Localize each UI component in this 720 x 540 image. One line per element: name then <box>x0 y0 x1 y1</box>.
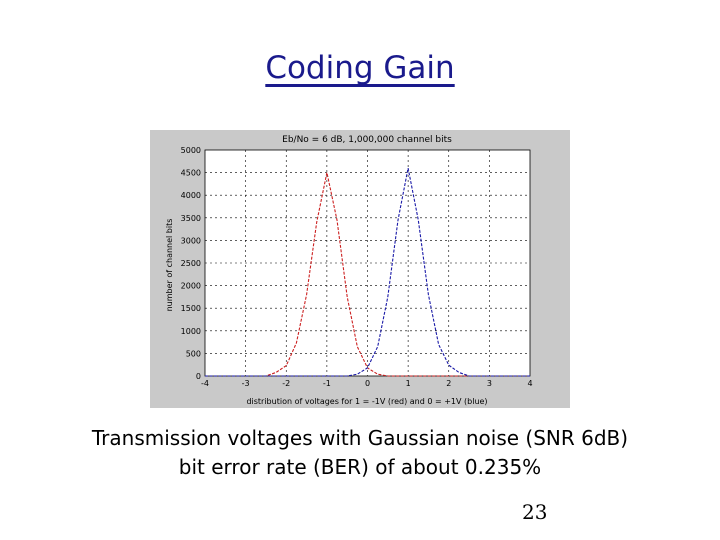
caption-line-1: Transmission voltages with Gaussian nois… <box>91 426 629 450</box>
y-tick-label: 3500 <box>181 214 201 223</box>
x-tick-label: -1 <box>323 379 331 388</box>
series-group <box>205 167 530 377</box>
chart-svg: -4 -3 -2 -1 0 1 2 3 4 0 500 1000 1500 2000 2500 3000 350… <box>165 135 533 406</box>
slide-title: Coding Gain <box>265 50 455 86</box>
y-tick-label: 5000 <box>181 146 201 155</box>
y-tick-label: 2500 <box>181 259 201 268</box>
y-tick-label: 2000 <box>181 282 201 291</box>
y-tick-label: 1500 <box>181 304 201 313</box>
y-tick-label: 4500 <box>181 169 201 178</box>
x-tick-label: -4 <box>201 379 209 388</box>
chart-title: Eb/No = 6 dB, 1,000,000 channel bits <box>282 135 452 145</box>
x-tick-label: 2 <box>446 379 451 388</box>
y-tick-label: 500 <box>186 349 201 358</box>
chart-figure: -4 -3 -2 -1 0 1 2 3 4 0 500 1000 1500 2000 2500 3000 350… <box>150 130 570 408</box>
x-tick-label: 1 <box>406 379 411 388</box>
y-tick-label: 4000 <box>181 191 201 200</box>
page-number: 23 <box>522 500 548 524</box>
y-tick-label: 3000 <box>181 236 201 245</box>
x-tick-label: 3 <box>487 379 492 388</box>
series-line-red <box>205 172 530 377</box>
grid-lines <box>205 150 530 376</box>
x-tick-label: 4 <box>527 379 532 388</box>
x-tick-label: -2 <box>282 379 290 388</box>
x-axis-label: distribution of voltages for 1 = -1V (re… <box>246 397 487 406</box>
x-tick-label: 0 <box>365 379 370 388</box>
caption-line-2: bit error rate (BER) of about 0.235% <box>178 455 542 479</box>
x-tick-label: -3 <box>242 379 250 388</box>
series-line-blue <box>205 167 530 377</box>
y-tick-label: 0 <box>196 372 201 381</box>
y-axis-label: number of channel bits <box>165 219 174 312</box>
y-tick-label: 1000 <box>181 327 201 336</box>
tick-labels: -4 -3 -2 -1 0 1 2 3 4 0 500 1000 1500 2000 2500 3000 350… <box>181 146 533 388</box>
